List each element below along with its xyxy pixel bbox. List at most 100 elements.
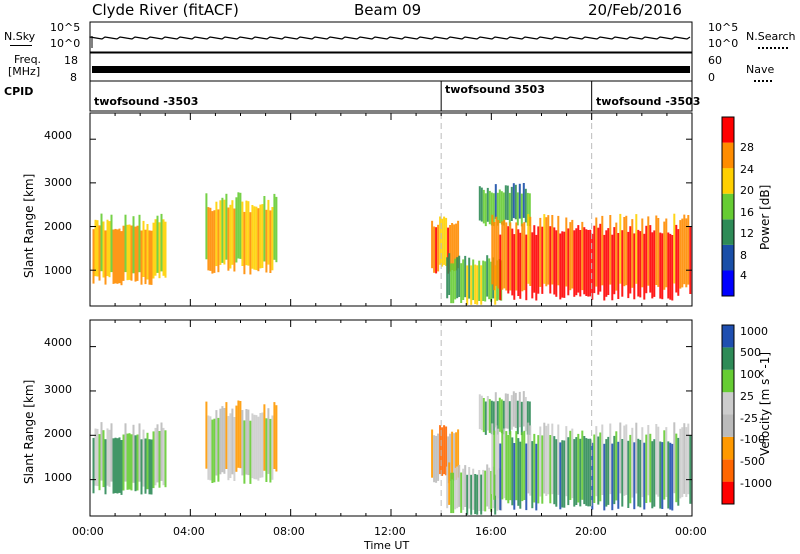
power-echo-strip (685, 218, 688, 288)
power-echo-strip (555, 230, 558, 297)
power-y-tick-1000: 1000 (44, 264, 72, 277)
power-echo-strip (126, 224, 129, 281)
power-echo-strip (591, 233, 594, 300)
velocity-echo-strip (653, 439, 656, 507)
velocity-echo-strip (108, 429, 111, 487)
power-echo-strip (571, 219, 574, 289)
power-echo-strip (439, 216, 442, 265)
power-echo-strip (128, 224, 131, 280)
power-echo-strip (635, 214, 638, 284)
velocity-echo-strip (486, 464, 489, 507)
velocity-echo-strip (480, 395, 483, 431)
velocity-echo-strip (456, 466, 459, 509)
power-echo-strip (523, 222, 526, 291)
power-echo-strip (607, 228, 610, 295)
velocity-echo-strip (464, 465, 467, 507)
power-echo-strip (253, 206, 256, 270)
velocity-echo-strip (474, 474, 477, 515)
power-echo-strip (466, 265, 469, 305)
velocity-echo-strip (649, 433, 652, 503)
velocity-echo-strip (625, 424, 628, 495)
velocity-echo-strip (102, 430, 105, 488)
power-echo-strip (525, 234, 528, 301)
power-echo-strip (110, 214, 113, 273)
velocity-echo-strip (247, 409, 250, 476)
velocity-echo-strip (106, 428, 109, 486)
power-echo-strip (478, 260, 481, 301)
power-echo-strip (516, 192, 519, 226)
power-echo-strip (255, 206, 258, 271)
power-echo-strip (267, 199, 270, 265)
velocity-echo-strip (457, 429, 460, 478)
x-tick-3: 12:00 (374, 525, 406, 538)
velocity-echo-strip (510, 395, 513, 430)
velocity-echo-strip (126, 433, 129, 490)
velocity-echo-strip (615, 431, 618, 501)
velocity-echo-strip (531, 441, 534, 509)
power-echo-strip (500, 191, 503, 225)
velocity-echo-strip (675, 433, 678, 503)
x-tick-4: 16:00 (475, 525, 507, 538)
velocity-echo-strip (494, 392, 497, 428)
power-echo-strip (261, 204, 264, 268)
velocity-echo-strip (512, 391, 515, 427)
velocity-echo-strip (683, 423, 686, 494)
velocity-echo-strip (651, 441, 654, 509)
power-echo-strip (515, 222, 518, 291)
freq-right-tick-bottom: 0 (708, 71, 715, 84)
power-echo-strip (561, 231, 564, 298)
velocity-echo-strip (273, 402, 276, 469)
power-echo-strip (573, 230, 576, 297)
velocity-echo-strip (613, 435, 616, 505)
vel-cb-tick-100: 100 (740, 368, 761, 381)
power-echo-strip (470, 265, 473, 305)
velocity-echo-strip (639, 439, 642, 508)
power-echo-strip (482, 189, 485, 224)
power-echo-strip (657, 218, 660, 287)
power-colorbar-swatch (722, 270, 734, 296)
velocity-echo-strip (499, 443, 502, 511)
power-echo-strip (122, 225, 125, 281)
velocity-echo-strip (261, 412, 264, 478)
velocity-echo-strip (661, 442, 664, 509)
power-echo-strip (114, 228, 117, 284)
power-echo-strip (508, 192, 511, 226)
velocity-echo-strip (579, 438, 582, 507)
power-y-tick-3000: 3000 (44, 176, 72, 189)
velocity-echo-strip (490, 400, 493, 435)
cpid-panel-frame (89, 80, 693, 112)
noise-right-tick-bottom: 10^0 (708, 37, 739, 50)
power-echo-strip (140, 230, 143, 285)
power-colorbar-swatch (722, 193, 734, 220)
velocity-echo-strip (617, 441, 620, 509)
vel-cb-tick-m500: -500 (740, 455, 765, 468)
velocity-echo-strip (535, 443, 538, 511)
velocity-colorbar-swatch (722, 392, 734, 415)
power-echo-strip (142, 220, 145, 277)
power-echo-strip (263, 196, 266, 262)
velocity-echo-strip (611, 443, 614, 511)
velocity-echo-strip (451, 431, 454, 480)
velocity-echo-strip (265, 418, 268, 482)
power-echo-strip (464, 255, 467, 298)
velocity-colorbar-swatch (722, 325, 734, 348)
power-echo-strip (273, 193, 276, 260)
velocity-echo-strip (629, 434, 632, 504)
power-echo-strip (619, 213, 622, 284)
power-echo-strip (209, 207, 212, 271)
power-echo-strip (492, 193, 495, 227)
power-echo-strip (514, 184, 517, 220)
power-echo-strip (512, 183, 515, 219)
velocity-echo-strip (144, 438, 147, 494)
power-echo-strip (451, 223, 454, 270)
velocity-echo-strip (557, 424, 560, 495)
power-echo-strip (531, 232, 534, 299)
velocity-echo-strip (513, 443, 516, 510)
power-echo-strip (472, 259, 475, 301)
power-echo-strip (486, 255, 489, 297)
power-echo-strip (673, 213, 676, 284)
velocity-echo-strip (486, 396, 489, 431)
velocity-echo-strip (521, 432, 524, 502)
power-echo-strip (563, 231, 566, 298)
velocity-echo-strip (275, 405, 278, 472)
